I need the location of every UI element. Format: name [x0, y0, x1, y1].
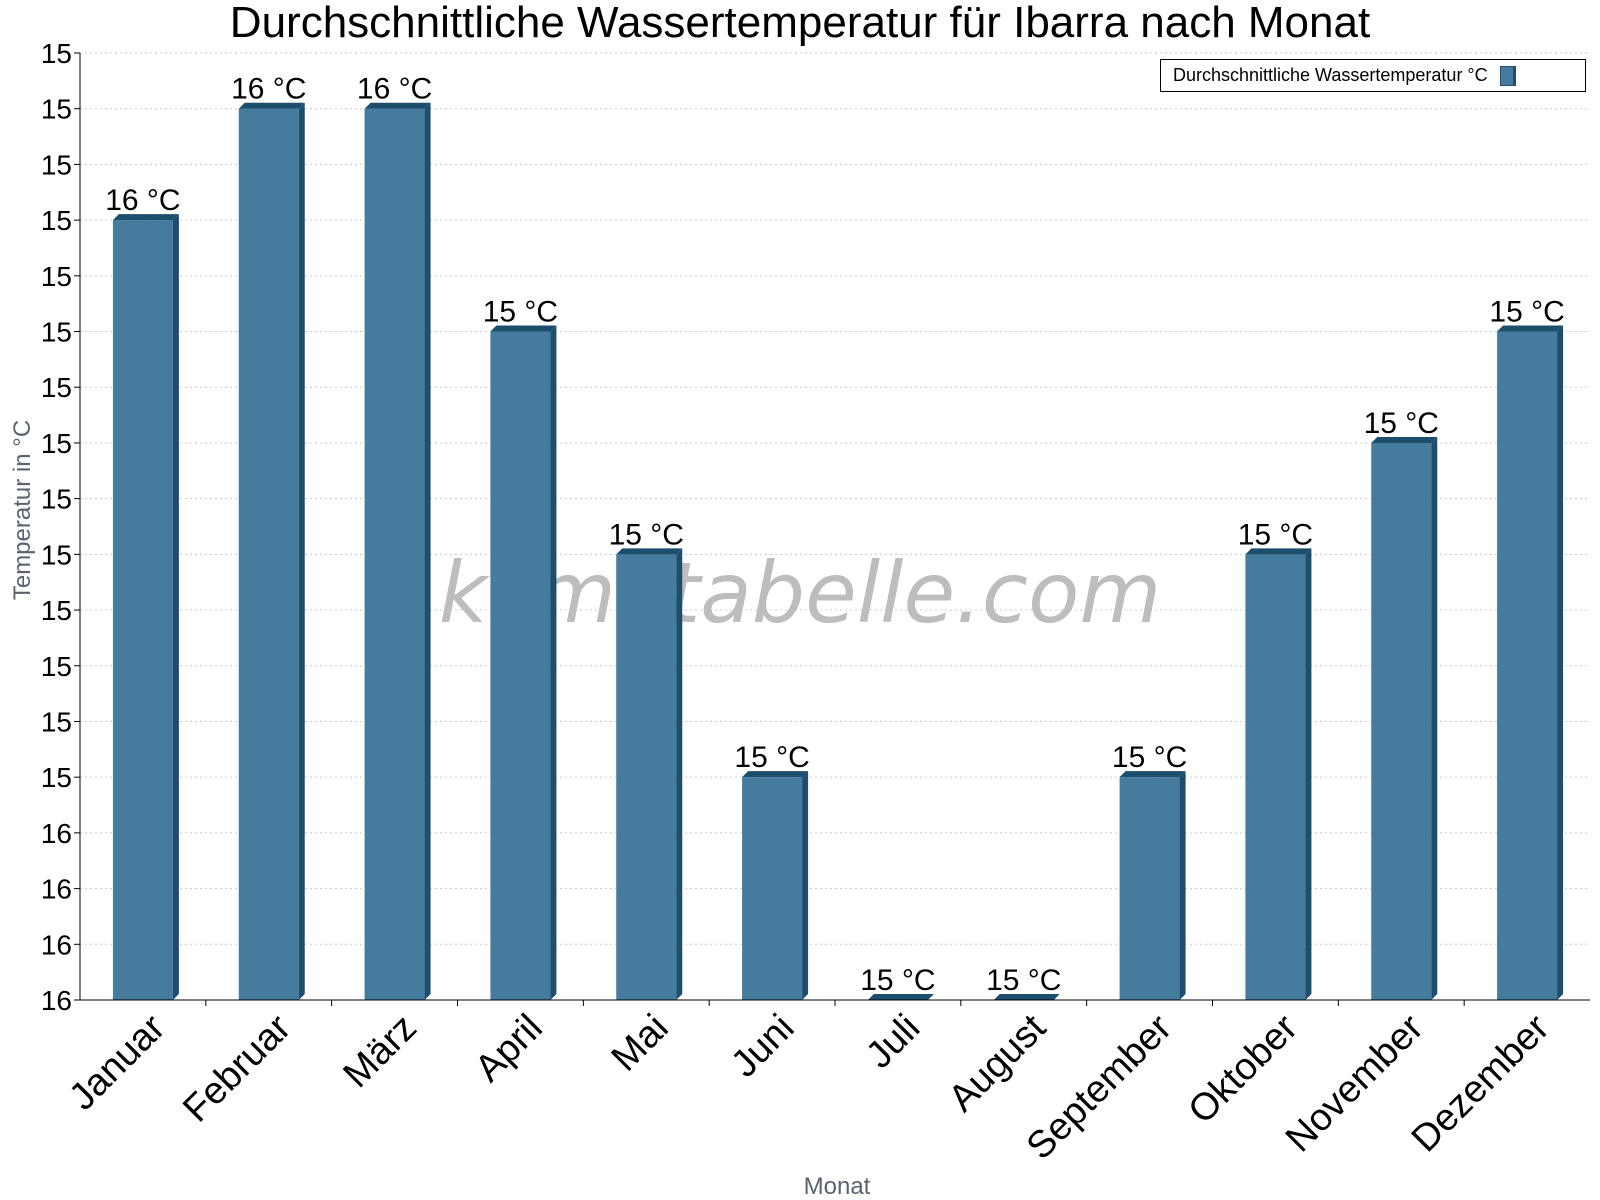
y-tick-label: 15 — [41, 261, 72, 292]
bar-side — [298, 102, 305, 1001]
bar-face — [364, 108, 425, 1001]
y-axis-title: Temperatur in °C — [9, 420, 36, 600]
data-label: 16 °C — [105, 184, 180, 217]
data-label: 15 °C — [609, 518, 684, 551]
y-tick-label: 15 — [41, 484, 72, 515]
axes — [79, 53, 1590, 1001]
bar-top — [238, 102, 305, 109]
bar-side — [1305, 548, 1312, 1000]
bar-side — [1179, 771, 1186, 1000]
bar-side — [1557, 325, 1564, 1000]
x-axis-title: Monat — [804, 1173, 871, 1200]
bar-september — [1119, 771, 1186, 1000]
bar-top — [616, 548, 683, 555]
x-tick-label: August — [941, 1006, 1055, 1120]
y-tick-label: 15 — [41, 762, 72, 793]
bar-märz — [364, 102, 431, 1001]
x-tick-label: Oktober — [1181, 1006, 1307, 1132]
y-tick-label: 15 — [41, 651, 72, 682]
bar-top — [742, 771, 809, 778]
bar-april — [490, 325, 557, 1000]
y-tick-label: 15 — [41, 149, 72, 180]
bar-side — [802, 771, 809, 1000]
legend-label: Durchschnittliche Wassertemperatur °C — [1173, 65, 1488, 85]
y-tick-label: 15 — [41, 539, 72, 570]
bar-top — [1119, 771, 1186, 778]
x-tick-label: Mai — [604, 1007, 677, 1080]
x-tick-label: März — [336, 1007, 425, 1096]
bar-januar — [112, 214, 179, 1000]
data-label: 15 °C — [986, 964, 1061, 997]
bar-februar — [238, 102, 305, 1001]
bar-face — [238, 108, 299, 1001]
bar-juli — [867, 994, 934, 1000]
y-tick-label: 15 — [41, 317, 72, 348]
bar-oktober — [1245, 548, 1312, 1000]
bar-face — [1371, 442, 1432, 1000]
legend-swatch — [1499, 65, 1516, 86]
data-label: 15 °C — [1489, 296, 1564, 329]
y-tick-label: 15 — [41, 706, 72, 737]
bar-face — [112, 220, 173, 1000]
bar-top — [1371, 436, 1438, 443]
data-label: 15 °C — [734, 741, 809, 774]
y-tick-label: 15 — [41, 205, 72, 236]
data-label: 15 °C — [1364, 407, 1439, 440]
bar-side — [424, 102, 431, 1001]
y-tick-label: 16 — [41, 874, 72, 905]
bar-face — [742, 777, 803, 1000]
y-tick-label: 15 — [41, 94, 72, 125]
bar-face — [1119, 777, 1180, 1000]
grid-lines — [80, 52, 1590, 945]
bar-top — [867, 994, 934, 1000]
data-label: 15 °C — [860, 964, 935, 997]
bar-top — [112, 214, 179, 221]
bars — [112, 102, 1564, 1001]
bar-dezember — [1497, 325, 1564, 1000]
bar-face — [1497, 331, 1558, 1000]
x-tick-label: November — [1278, 1006, 1432, 1160]
bar-mai — [616, 548, 683, 1000]
bar-top — [490, 325, 557, 332]
x-tick-label: Januar — [61, 1006, 173, 1118]
y-tick-label: 16 — [41, 818, 72, 849]
bar-side — [1431, 436, 1438, 1000]
x-tick-label: Juli — [858, 1007, 928, 1077]
y-tick-label: 15 — [41, 595, 72, 626]
bar-top — [1245, 548, 1312, 555]
data-labels: 16 °C 16 °C 16 °C 15 °C 15 °C 15 °C 15 °C 15 °C… — [105, 73, 1565, 997]
bar-november — [1371, 436, 1438, 1000]
bar-juni — [742, 771, 809, 1000]
data-label: 15 °C — [1112, 741, 1187, 774]
data-label: 16 °C — [231, 73, 306, 106]
bar-face — [1245, 554, 1306, 1000]
y-tick-label: 16 — [41, 985, 72, 1016]
bar-side — [676, 548, 683, 1000]
y-tick-labels: 16 16 16 16 15 15 15 15 15 15 15 15 15 15 15 15 15 15 — [41, 38, 80, 1016]
legend: Durchschnittliche Wassertemperatur °C — [1160, 59, 1586, 92]
bar-face — [616, 554, 677, 1000]
y-tick-label: 16 — [41, 929, 72, 960]
bar-face — [490, 331, 551, 1000]
x-tick-label: Dezember — [1404, 1006, 1558, 1160]
y-tick-label: 15 — [41, 372, 72, 403]
data-label: 15 °C — [483, 296, 558, 329]
watermark-text: klimatabelle.com — [439, 544, 1162, 642]
bar-top — [993, 994, 1060, 1000]
data-label: 16 °C — [357, 73, 432, 106]
bar-top — [1497, 325, 1564, 332]
bar-side — [172, 214, 179, 1000]
bar-side — [550, 325, 557, 1000]
y-tick-label: 15 — [41, 428, 72, 459]
x-tick-label: April — [467, 1007, 550, 1090]
x-tick-label: Februar — [175, 1006, 299, 1130]
bar-top — [364, 102, 431, 109]
bar-august — [993, 994, 1060, 1000]
x-tick-labels: Januar Februar März April Mai Juni Juli AugustS… — [61, 1000, 1558, 1168]
chart-title: Durchschnittliche Wassertemperatur für I… — [229, 0, 1371, 47]
data-label: 15 °C — [1238, 518, 1313, 551]
y-tick-label: 15 — [41, 38, 72, 69]
x-tick-label: Juni — [723, 1007, 802, 1086]
